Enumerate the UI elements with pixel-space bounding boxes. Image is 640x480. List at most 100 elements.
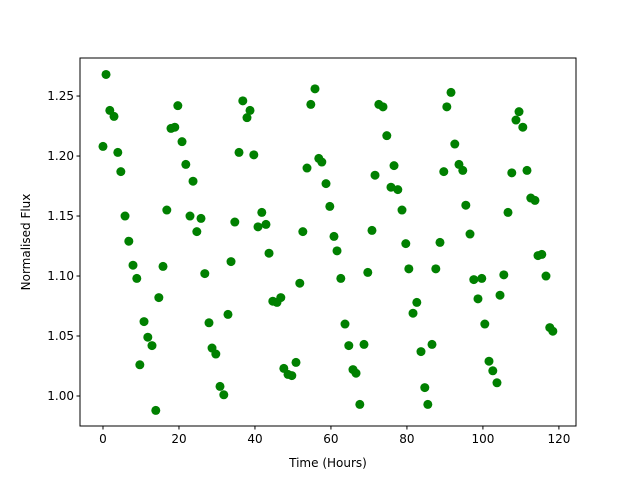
point <box>477 273 487 283</box>
point <box>404 264 414 274</box>
point <box>423 399 433 409</box>
point <box>507 168 517 178</box>
point <box>416 347 426 357</box>
x-tick-label: 40 <box>247 432 262 446</box>
point <box>427 339 437 349</box>
point <box>291 357 301 367</box>
point <box>132 273 142 283</box>
point <box>298 227 308 237</box>
point <box>537 249 547 259</box>
point <box>173 101 183 111</box>
point <box>238 96 248 106</box>
point <box>548 326 558 336</box>
point <box>541 271 551 281</box>
point <box>162 205 172 215</box>
y-tick-label: 1.05 <box>47 329 74 343</box>
point <box>386 182 396 192</box>
point <box>234 147 244 157</box>
point <box>302 163 312 173</box>
point <box>211 349 221 359</box>
point <box>359 339 369 349</box>
point <box>446 87 456 97</box>
point <box>389 161 399 171</box>
point <box>147 341 157 351</box>
x-tick-label: 20 <box>171 432 186 446</box>
point <box>200 269 210 279</box>
point <box>124 236 134 246</box>
point <box>530 195 540 205</box>
point <box>204 318 214 328</box>
point <box>219 390 229 400</box>
y-tick-label: 1.20 <box>47 149 74 163</box>
point <box>336 273 346 283</box>
point <box>98 141 108 151</box>
point <box>101 69 111 79</box>
y-axis-label: Normalised Flux <box>19 194 33 291</box>
point <box>382 131 392 141</box>
point <box>484 356 494 366</box>
point <box>329 231 339 241</box>
point <box>431 264 441 274</box>
point <box>473 294 483 304</box>
point <box>170 122 180 132</box>
y-tick-label: 1.25 <box>47 89 74 103</box>
point <box>332 246 342 256</box>
point <box>370 170 380 180</box>
point <box>492 378 502 388</box>
point <box>393 185 403 195</box>
point <box>139 317 149 327</box>
point <box>317 157 327 167</box>
point <box>480 319 490 329</box>
point <box>465 229 475 239</box>
point <box>109 111 119 121</box>
point <box>215 381 225 391</box>
point <box>503 207 513 217</box>
x-tick-label: 80 <box>399 432 414 446</box>
point <box>439 167 449 177</box>
point <box>397 205 407 215</box>
point <box>458 165 468 175</box>
point <box>154 293 164 303</box>
point <box>253 222 263 232</box>
point <box>113 147 123 157</box>
point <box>177 137 187 147</box>
point <box>499 270 509 280</box>
point <box>367 225 377 235</box>
point <box>151 405 161 415</box>
point <box>257 207 267 217</box>
point <box>242 113 252 123</box>
point <box>351 368 361 378</box>
point <box>469 275 479 285</box>
point <box>181 159 191 169</box>
point <box>230 217 240 227</box>
point <box>261 219 271 229</box>
point <box>192 227 202 237</box>
y-tick-label: 1.00 <box>47 389 74 403</box>
point <box>495 290 505 300</box>
point <box>135 360 145 370</box>
plot-frame <box>79 57 577 427</box>
point <box>188 176 198 186</box>
y-tick-label: 1.10 <box>47 269 74 283</box>
point <box>306 99 316 109</box>
point <box>355 399 365 409</box>
x-tick-label: 0 <box>99 432 107 446</box>
point <box>321 179 331 189</box>
point <box>310 84 320 94</box>
point <box>116 167 126 177</box>
point <box>249 150 259 160</box>
point <box>412 297 422 307</box>
point <box>276 293 286 303</box>
point <box>511 115 521 125</box>
point <box>363 267 373 277</box>
y-tick-label: 1.15 <box>47 209 74 223</box>
point <box>264 248 274 258</box>
x-tick-label: 100 <box>471 432 494 446</box>
point <box>461 200 471 210</box>
point <box>245 105 255 115</box>
point <box>158 261 168 271</box>
point <box>522 165 532 175</box>
point <box>196 213 206 223</box>
point <box>226 257 236 267</box>
